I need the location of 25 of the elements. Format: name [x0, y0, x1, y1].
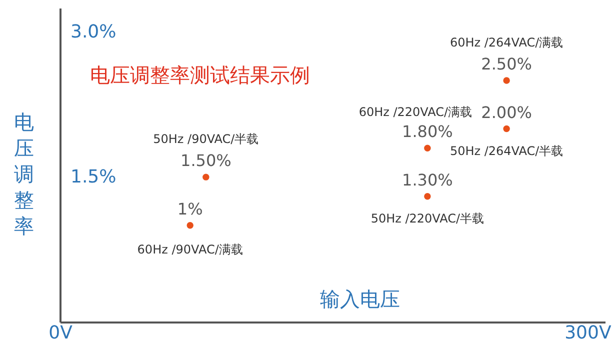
point	[424, 144, 431, 152]
x-tick-label: 0V	[48, 322, 74, 343]
data-label: 1%	[177, 199, 203, 218]
data-label: 2.50%	[481, 54, 532, 74]
text: 电压调整率测试结果示例	[90, 63, 310, 87]
point	[503, 77, 510, 84]
data-label: 1.50%	[180, 151, 232, 170]
annotation: 60Hz /264VAC/满载	[450, 35, 564, 50]
data-label: 2.00%	[481, 102, 532, 122]
data-label: 1.30%	[402, 170, 453, 190]
y-tick-label: 3.0%	[70, 22, 116, 43]
point	[202, 174, 210, 180]
y-tick-label: 1.5%	[70, 166, 116, 188]
x-axis-title: 输入电压	[320, 287, 400, 311]
point	[186, 222, 194, 229]
annotation: 50Hz /220VAC/半载	[370, 211, 484, 226]
x-tick-label: 300V	[564, 322, 612, 343]
annotation: 60Hz /220VAC/满载	[358, 105, 472, 120]
annotation: 50Hz /264VAC/半载	[450, 144, 564, 158]
data-label: 1.80%	[402, 122, 453, 142]
point	[424, 193, 431, 200]
annotation: 60Hz /90VAC/满载	[137, 242, 243, 256]
y-axis-title: 电压调整率	[14, 110, 34, 238]
point	[503, 125, 510, 132]
annotation: 50Hz /90VAC/半载	[153, 132, 259, 146]
